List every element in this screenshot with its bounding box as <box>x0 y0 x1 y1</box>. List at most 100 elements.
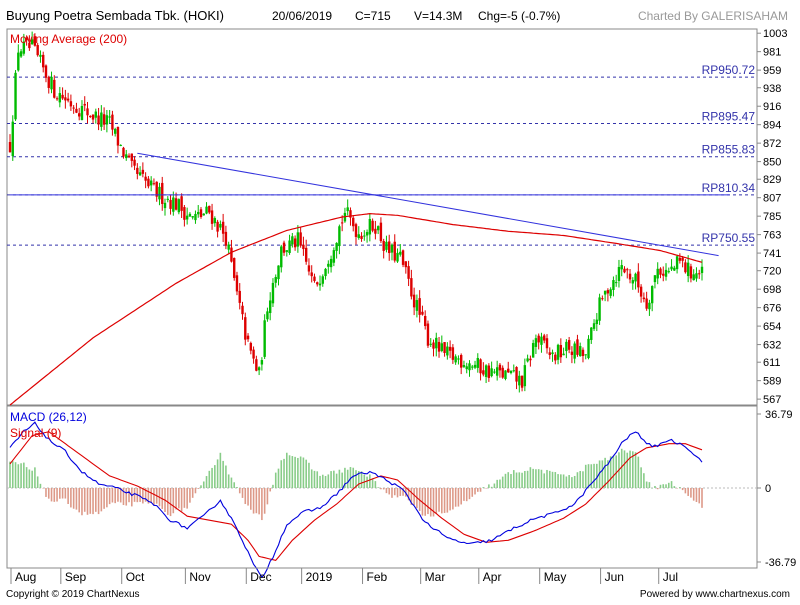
candle-body <box>89 115 92 118</box>
candle-body <box>39 54 42 57</box>
candle-body <box>302 244 305 250</box>
candlestick-series <box>8 31 704 393</box>
macd-histogram-bar <box>321 474 324 488</box>
macd-label: MACD (26,12) <box>10 410 87 424</box>
candle-body <box>424 316 427 327</box>
macd-histogram-bar <box>230 477 233 488</box>
macd-histogram-bar <box>435 488 438 514</box>
candle-body <box>412 294 416 308</box>
candle-body <box>554 354 557 361</box>
macd-histogram-bar <box>238 488 241 494</box>
macd-histogram-bar <box>612 456 615 488</box>
price-tick-label: 894 <box>763 120 781 132</box>
candle-body <box>144 176 147 181</box>
macd-histogram-bar <box>366 476 368 488</box>
candle-body <box>230 247 233 262</box>
candle-body <box>648 302 651 310</box>
candle-body <box>249 342 253 351</box>
macd-histogram-bar <box>551 471 554 488</box>
candle-body <box>382 240 385 251</box>
candle-body <box>14 72 17 120</box>
macd-histogram-bar <box>573 475 576 488</box>
macd-histogram-bar <box>341 472 343 488</box>
macd-histogram-bar <box>507 472 510 488</box>
macd-line <box>9 421 703 579</box>
macd-histogram-bar <box>335 473 338 488</box>
candle-body <box>127 155 131 158</box>
macd-histogram-bar <box>108 488 111 505</box>
candle-body <box>316 282 319 285</box>
candle-body <box>116 127 120 146</box>
price-tick-label: 763 <box>763 230 781 242</box>
candle-body <box>282 242 286 253</box>
macd-histogram-bar <box>684 488 687 494</box>
macd-histogram-bar <box>385 488 388 494</box>
macd-histogram-bar <box>598 460 601 488</box>
macd-histogram-bar <box>169 488 172 517</box>
macd-histogram-bar <box>571 477 573 488</box>
candle-body <box>507 368 510 373</box>
month-label: Jun <box>605 570 624 584</box>
candle-body <box>515 367 518 382</box>
candle-body <box>659 268 662 275</box>
macd-histogram-bar <box>582 471 584 488</box>
candle-body <box>349 210 352 218</box>
candle-body <box>141 169 145 174</box>
macd-histogram <box>9 448 703 521</box>
candle-body <box>620 265 623 270</box>
macd-histogram-bar <box>540 469 543 488</box>
candle-body <box>166 198 169 200</box>
signal-line <box>9 431 703 562</box>
price-tick-label: 807 <box>763 193 781 205</box>
candle-body <box>565 341 568 352</box>
candle-body <box>473 364 477 368</box>
candle-body <box>484 365 488 377</box>
candle-body <box>147 178 150 187</box>
macd-histogram-bar <box>576 472 579 488</box>
macd-histogram-bar <box>667 482 670 488</box>
candle-body <box>543 335 546 341</box>
candle-body <box>188 213 192 217</box>
candle-body <box>606 290 610 294</box>
candle-body <box>260 360 264 365</box>
macd-histogram-bar <box>319 475 321 488</box>
macd-histogram-bar <box>175 488 177 510</box>
macd-histogram-bar <box>665 484 667 488</box>
macd-histogram-bar <box>391 488 393 498</box>
candle-body <box>487 365 491 378</box>
candle-body <box>559 344 563 358</box>
macd-histogram-bar <box>50 488 53 502</box>
candle-body <box>495 367 499 376</box>
candle-body <box>468 363 471 371</box>
candle-body <box>645 298 648 309</box>
candle-body <box>53 79 56 98</box>
candle-body <box>310 272 313 277</box>
macd-histogram-bar <box>692 488 695 501</box>
candle-body <box>670 266 673 270</box>
macd-histogram-bar <box>133 488 136 502</box>
candle-body <box>479 359 482 374</box>
candle-body <box>637 271 640 288</box>
macd-histogram-bar <box>596 463 598 488</box>
candle-body <box>335 242 338 251</box>
macd-histogram-bar <box>280 460 283 488</box>
macd-histogram-bar <box>562 474 565 488</box>
candle-body <box>459 354 463 368</box>
candle-body <box>592 323 596 329</box>
candle-body <box>177 199 181 213</box>
price-tick-label: 829 <box>763 174 781 186</box>
candle-body <box>531 343 535 358</box>
macd-histogram-bar <box>142 488 144 504</box>
candle-body <box>418 298 421 315</box>
chart-date: 20/06/2019 <box>272 9 332 23</box>
macd-histogram-bar <box>427 488 429 515</box>
candle-body <box>598 297 601 321</box>
macd-histogram-bar <box>690 488 692 498</box>
macd-histogram-bar <box>330 471 332 488</box>
candle-body <box>476 357 479 368</box>
candle-body <box>61 94 64 99</box>
macd-histogram-bar <box>283 458 285 488</box>
macd-histogram-bar <box>64 488 67 499</box>
candle-body <box>432 342 435 349</box>
candle-body <box>102 114 106 125</box>
